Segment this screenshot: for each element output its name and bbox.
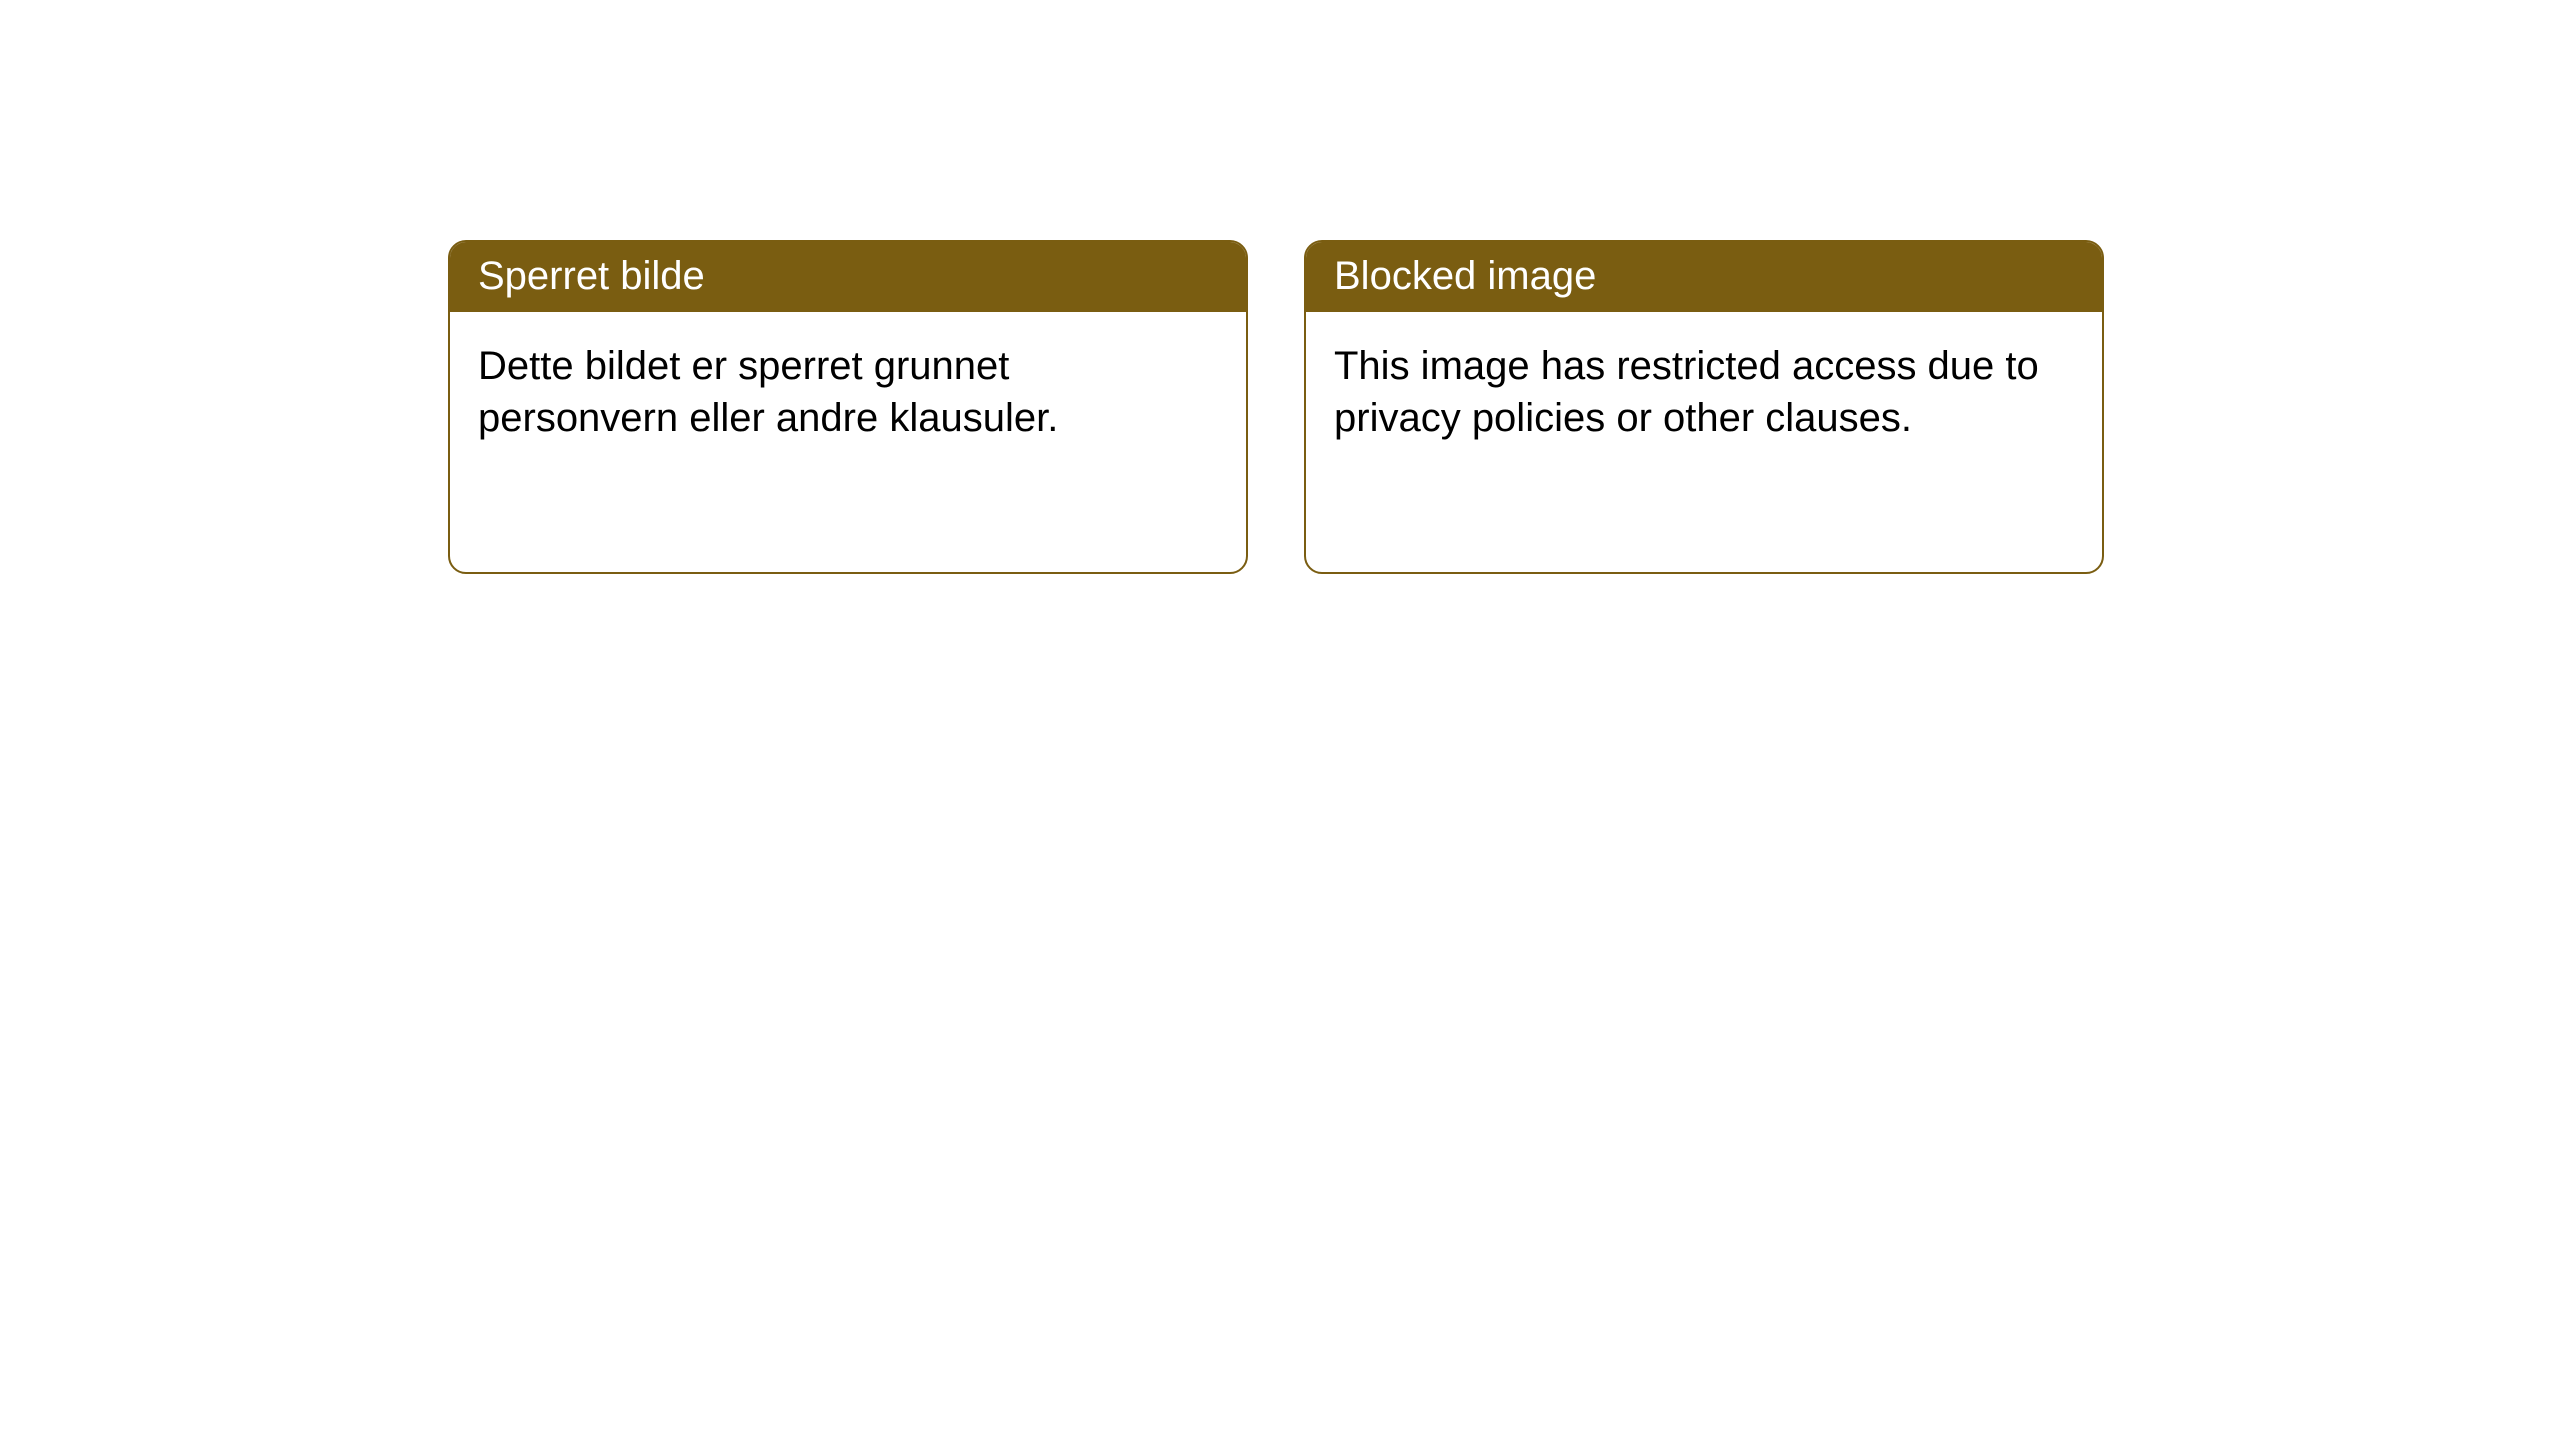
notice-box-norwegian: Sperret bilde Dette bildet er sperret gr… xyxy=(448,240,1248,574)
notice-title-english: Blocked image xyxy=(1306,242,2102,312)
notice-title-norwegian: Sperret bilde xyxy=(450,242,1246,312)
notice-container: Sperret bilde Dette bildet er sperret gr… xyxy=(448,240,2104,574)
notice-box-english: Blocked image This image has restricted … xyxy=(1304,240,2104,574)
notice-body-english: This image has restricted access due to … xyxy=(1306,312,2102,472)
notice-body-norwegian: Dette bildet er sperret grunnet personve… xyxy=(450,312,1246,472)
